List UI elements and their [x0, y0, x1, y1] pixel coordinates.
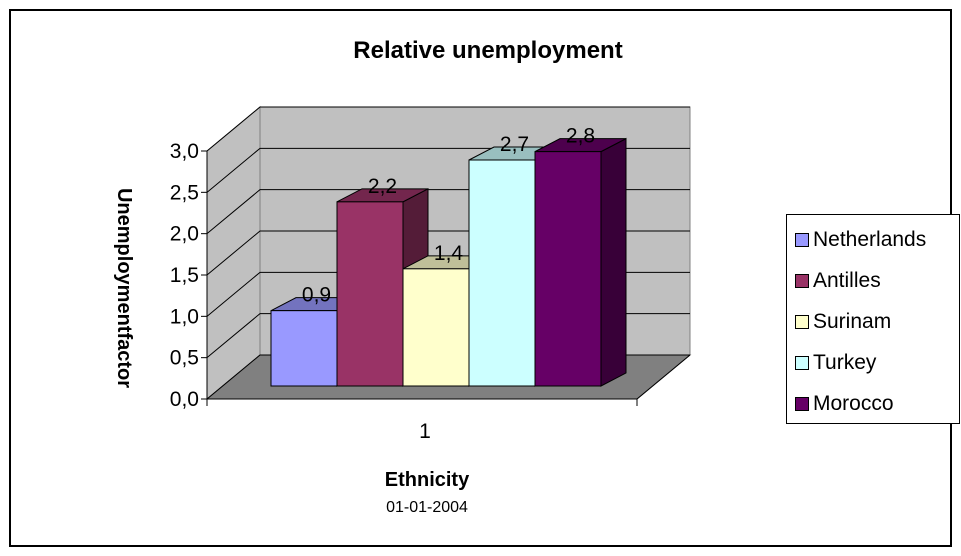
legend-item: Surinam	[795, 309, 891, 335]
legend-item: Turkey	[795, 350, 876, 376]
chart-title: Relative unemployment	[353, 37, 622, 64]
bar-side	[600, 137, 627, 387]
legend-label: Netherlands	[813, 228, 927, 251]
x-tick-label: 1	[419, 420, 431, 443]
legend-swatch	[795, 397, 809, 411]
x-axis-subtitle: 01-01-2004	[386, 499, 468, 516]
chart-bars	[270, 137, 627, 387]
legend-swatch	[795, 233, 809, 247]
y-tick-label: 1,5	[170, 264, 199, 287]
y-tick-label: 2,0	[170, 223, 199, 246]
bar	[270, 310, 338, 387]
legend-label: Turkey	[813, 351, 877, 374]
gridline	[206, 106, 690, 152]
y-axis-title: Unemploymentfactor	[113, 188, 135, 388]
y-tick-label: 3,0	[170, 140, 199, 163]
data-label: 2,8	[566, 125, 595, 148]
legend-label: Morocco	[813, 392, 894, 415]
legend-swatch	[795, 274, 809, 288]
floor-edge	[636, 354, 691, 400]
x-axis-title: Ethnicity	[385, 469, 470, 491]
y-tick-label: 2,5	[170, 181, 199, 204]
legend-item: Netherlands	[795, 227, 926, 253]
legend-swatch	[795, 315, 809, 329]
legend-label: Surinam	[813, 310, 892, 333]
data-label: 1,4	[434, 242, 464, 265]
legend-swatch	[795, 356, 809, 370]
data-label: 2,7	[500, 133, 529, 156]
y-tick-label: 0,0	[170, 388, 199, 411]
data-label: 0,9	[302, 284, 331, 307]
bar	[402, 268, 470, 387]
y-tick-label: 0,5	[170, 347, 199, 370]
data-label: 2,2	[368, 175, 397, 198]
bar	[336, 201, 404, 387]
bar	[468, 159, 536, 387]
legend-item: Morocco	[795, 391, 894, 417]
bar	[534, 151, 602, 387]
legend-item: Antilles	[795, 268, 881, 294]
legend-label: Antilles	[813, 269, 881, 292]
y-tick-label: 1,0	[170, 305, 199, 328]
data-labels: 0,9 2,2 1,4 2,7 2,8	[302, 125, 595, 307]
y-axis: 0,0 0,5 1,0 1,5 2,0 2,5 3,0	[170, 140, 691, 411]
chart-legend: Netherlands Antilles Surinam Turkey Morocco	[786, 214, 960, 424]
